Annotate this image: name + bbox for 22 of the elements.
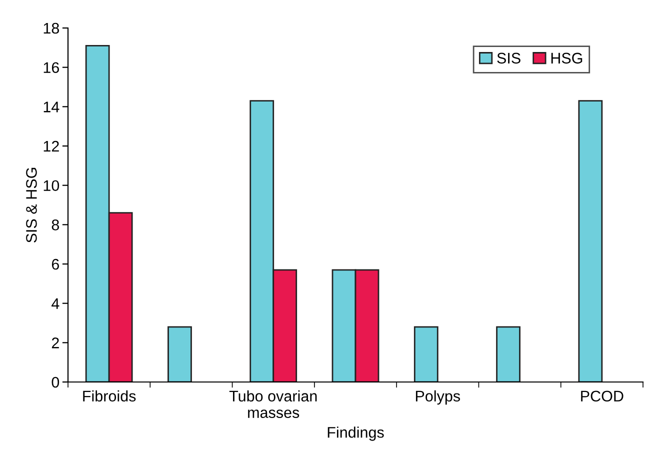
- y-tick-label: 18: [44, 22, 60, 34]
- x-tick-label: Tubo ovarian masses: [229, 390, 317, 418]
- legend-label: SIS: [497, 52, 520, 64]
- bar: [496, 326, 520, 382]
- x-tick-label: Fibroids: [83, 390, 136, 402]
- bar: [578, 100, 603, 382]
- y-axis-title: SIS & HSG: [26, 168, 37, 243]
- y-tick-label: 14: [44, 102, 60, 112]
- bar: [414, 326, 438, 382]
- legend-label: HSG: [551, 52, 582, 64]
- y-tick-label: 2: [52, 338, 59, 348]
- bar: [168, 326, 192, 382]
- y-tick-label: 10: [44, 180, 60, 192]
- y-tick-label: 0: [52, 376, 60, 388]
- y-tick-label: 8: [52, 220, 60, 230]
- y-tick-label: 4: [52, 298, 60, 309]
- y-tick-label: 12: [44, 140, 59, 152]
- x-axis-title: Findings: [328, 426, 384, 441]
- x-tick-label: PCOD: [581, 390, 624, 402]
- y-tick-label: 6: [52, 258, 59, 270]
- x-tick-label: Polyps: [416, 390, 460, 405]
- y-tick-label: 16: [44, 62, 59, 74]
